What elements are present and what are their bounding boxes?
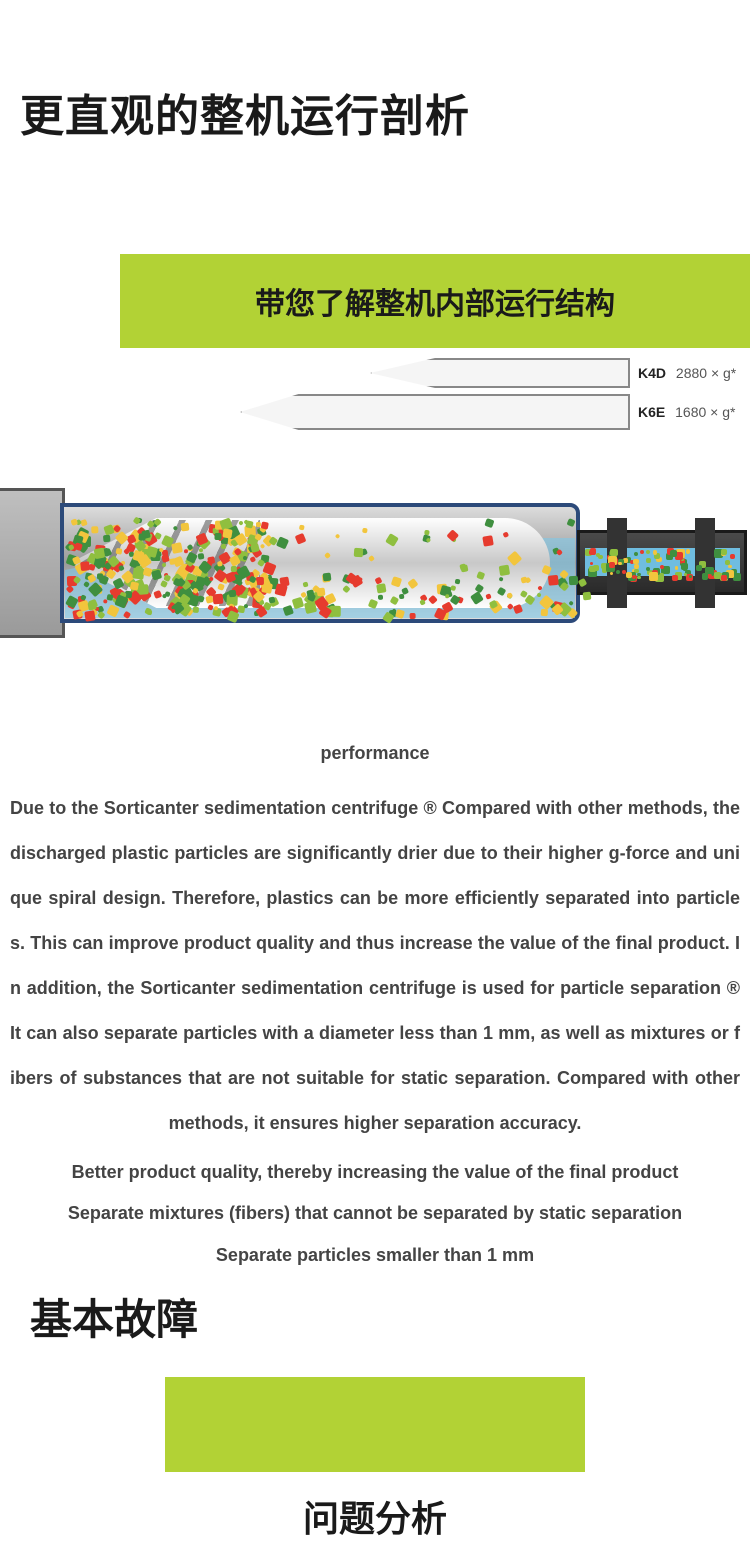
performance-bullets: Better product quality, thereby increasi… <box>10 1152 740 1276</box>
analysis-heading: 问题分析 <box>0 1490 750 1542</box>
spec-code: K4D <box>638 365 666 381</box>
intro-banner: 带您了解整机内部运行结构 <box>120 254 750 348</box>
performance-title: performance <box>10 743 740 764</box>
spec-shape-icon <box>240 394 630 430</box>
spec-labels: K4D 2880 × g* K6E 1680 × g* <box>240 358 750 436</box>
main-heading: 更直观的整机运行剖析 <box>20 80 750 144</box>
performance-section: performance Due to the Sorticanter sedim… <box>10 743 740 1276</box>
bullet-line: Better product quality, thereby increasi… <box>10 1152 740 1193</box>
centrifuge-diagram: K4D 2880 × g* K6E 1680 × g* <box>0 358 750 688</box>
spec-row: K6E 1680 × g* <box>240 394 750 430</box>
spec-value: 1680 × g* <box>675 404 735 420</box>
particle-field <box>65 518 585 613</box>
spec-shape-icon <box>370 358 630 388</box>
spec-text: K4D 2880 × g* <box>638 365 736 381</box>
spec-row: K4D 2880 × g* <box>240 358 750 388</box>
intro-banner-text: 带您了解整机内部运行结构 <box>160 279 710 323</box>
bullet-line: Separate particles smaller than 1 mm <box>10 1235 740 1276</box>
performance-paragraph: Due to the Sorticanter sedimentation cen… <box>10 786 740 1146</box>
machine-cutaway <box>0 468 750 658</box>
housing-left <box>0 488 65 638</box>
spec-code: K6E <box>638 404 665 420</box>
fault-heading: 基本故障 <box>30 1286 750 1347</box>
bullet-line: Separate mixtures (fibers) that cannot b… <box>10 1193 740 1234</box>
spec-value: 2880 × g* <box>676 365 736 381</box>
fault-banner <box>165 1377 585 1472</box>
spec-text: K6E 1680 × g* <box>638 404 735 420</box>
